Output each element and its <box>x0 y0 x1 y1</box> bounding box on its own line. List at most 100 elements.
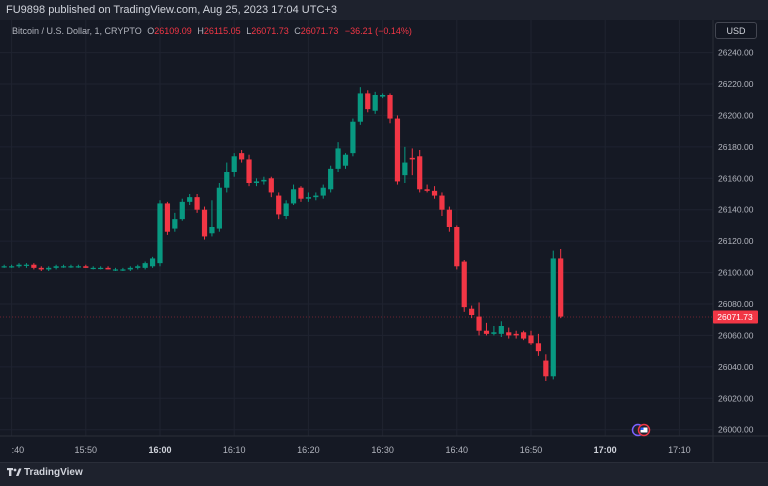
candle <box>498 321 504 337</box>
candle <box>98 266 104 270</box>
tradingview-logo-icon[interactable] <box>7 467 22 477</box>
candle <box>112 267 119 271</box>
candle <box>194 194 200 213</box>
y-tick-label: 26020.00 <box>718 393 754 403</box>
candle <box>431 186 438 199</box>
candle <box>342 153 349 169</box>
candle <box>46 266 52 271</box>
candle-body <box>149 258 156 267</box>
candle <box>142 261 148 270</box>
candle-body <box>261 179 267 182</box>
candle-body <box>328 168 334 190</box>
footer-bar <box>0 462 768 486</box>
candle <box>209 200 215 237</box>
candle-body <box>283 203 289 216</box>
candle <box>105 266 111 270</box>
x-tick-label: 16:00 <box>148 445 171 455</box>
candle-body <box>1 266 7 268</box>
candle-body <box>127 267 133 270</box>
candles <box>1 87 564 381</box>
y-tick-label: 26060.00 <box>718 330 754 340</box>
candle <box>446 206 452 232</box>
low-label: L <box>246 26 252 36</box>
candle-body <box>520 332 527 339</box>
candle <box>558 249 564 319</box>
x-tick-label: 17:00 <box>594 445 617 455</box>
x-tick-label: 17:10 <box>668 445 691 455</box>
brand-name[interactable]: TradingView <box>24 467 83 478</box>
y-tick-label: 26140.00 <box>718 205 754 215</box>
candle <box>127 266 133 271</box>
candle-body <box>535 343 542 352</box>
candle-body <box>498 326 504 334</box>
candle-body <box>194 197 200 210</box>
candle <box>402 146 408 183</box>
candle <box>83 264 89 268</box>
event-markers-icon <box>631 423 651 437</box>
candle <box>16 263 22 268</box>
candle-body <box>216 187 222 229</box>
y-tick-label: 26040.00 <box>718 362 754 372</box>
candle-body <box>431 190 438 196</box>
candle <box>75 264 81 268</box>
candle <box>149 256 156 268</box>
candle-body <box>246 159 252 183</box>
candle <box>253 178 260 187</box>
candle-body <box>172 219 178 229</box>
currency-button[interactable]: USD <box>715 22 757 39</box>
candle-body <box>305 197 311 199</box>
publish-info: FU9898 published on TradingView.com, Aug… <box>6 4 337 16</box>
candle <box>172 212 178 232</box>
candle-body <box>179 201 185 220</box>
candle <box>380 93 386 99</box>
candle <box>424 184 430 193</box>
x-tick-label: 16:40 <box>446 445 469 455</box>
candle <box>31 263 37 270</box>
candle-body <box>60 266 67 268</box>
candle-body <box>424 189 430 191</box>
y-tick-label: 26200.00 <box>718 110 754 120</box>
y-tick-label: 26000.00 <box>718 425 754 435</box>
candle <box>120 267 126 271</box>
candle-body <box>483 330 490 334</box>
candle-body <box>224 172 230 188</box>
candle <box>476 302 482 336</box>
candle <box>372 91 378 114</box>
candle-body <box>476 316 482 331</box>
candle-body <box>231 156 237 172</box>
last-price-tag: 26071.73 <box>713 310 758 324</box>
candle-body <box>120 269 126 271</box>
candle <box>491 326 497 336</box>
y-tick-label: 26080.00 <box>718 299 754 309</box>
candle-body <box>357 93 363 122</box>
candle-body <box>342 154 349 166</box>
candle <box>387 93 393 124</box>
candle-body <box>201 209 208 237</box>
candle <box>469 305 475 319</box>
candle <box>365 90 371 113</box>
open-value: 26109.09 <box>154 26 192 36</box>
y-tick-label: 26120.00 <box>718 236 754 246</box>
close-label: C <box>294 26 301 36</box>
candle-body <box>90 267 96 270</box>
candle-body <box>142 263 148 268</box>
candle <box>23 263 30 268</box>
candle <box>276 192 282 220</box>
candle-body <box>68 266 74 268</box>
high-label: H <box>197 26 204 36</box>
candle-body <box>558 258 564 317</box>
candle <box>60 264 67 268</box>
candle-body <box>105 267 111 270</box>
candle <box>335 142 341 172</box>
candle <box>506 327 512 339</box>
candle <box>543 354 549 381</box>
candle <box>305 192 311 202</box>
candle-body <box>98 267 104 270</box>
candle <box>90 266 96 270</box>
candle <box>417 150 423 193</box>
candle <box>439 192 445 216</box>
low-value: 26071.73 <box>251 26 289 36</box>
candle <box>261 176 267 185</box>
candle-body <box>75 266 81 268</box>
